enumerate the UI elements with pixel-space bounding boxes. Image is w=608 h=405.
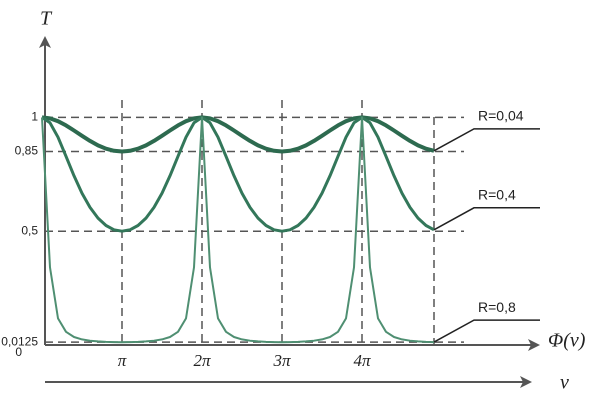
x-tick-label: 2π	[193, 351, 211, 370]
x-tick-label: 3π	[272, 351, 291, 370]
series-label: R=0,4	[478, 186, 516, 202]
x-axis-label: Φ(ν)	[548, 330, 586, 352]
y-tick-label: 0,5	[21, 223, 38, 237]
leader-line	[433, 319, 540, 343]
leader-line	[433, 128, 540, 152]
y-tick-label: 1	[31, 110, 38, 124]
series-line	[41, 115, 435, 233]
y-tick-label: 0,0125	[1, 334, 38, 348]
y-axis-label: T	[40, 8, 53, 30]
series-line	[41, 115, 435, 154]
x-tick-label: 4π	[353, 351, 371, 370]
y-tick-label: 0	[15, 345, 22, 359]
series-label: R=0,8	[478, 299, 516, 315]
y-tick-label: 0,85	[15, 144, 39, 158]
leader-line	[433, 207, 540, 231]
series-line	[41, 116, 435, 344]
x2-axis-label: ν	[560, 372, 569, 394]
series-label: R=0,04	[478, 108, 524, 124]
x-tick-label: π	[118, 351, 127, 370]
